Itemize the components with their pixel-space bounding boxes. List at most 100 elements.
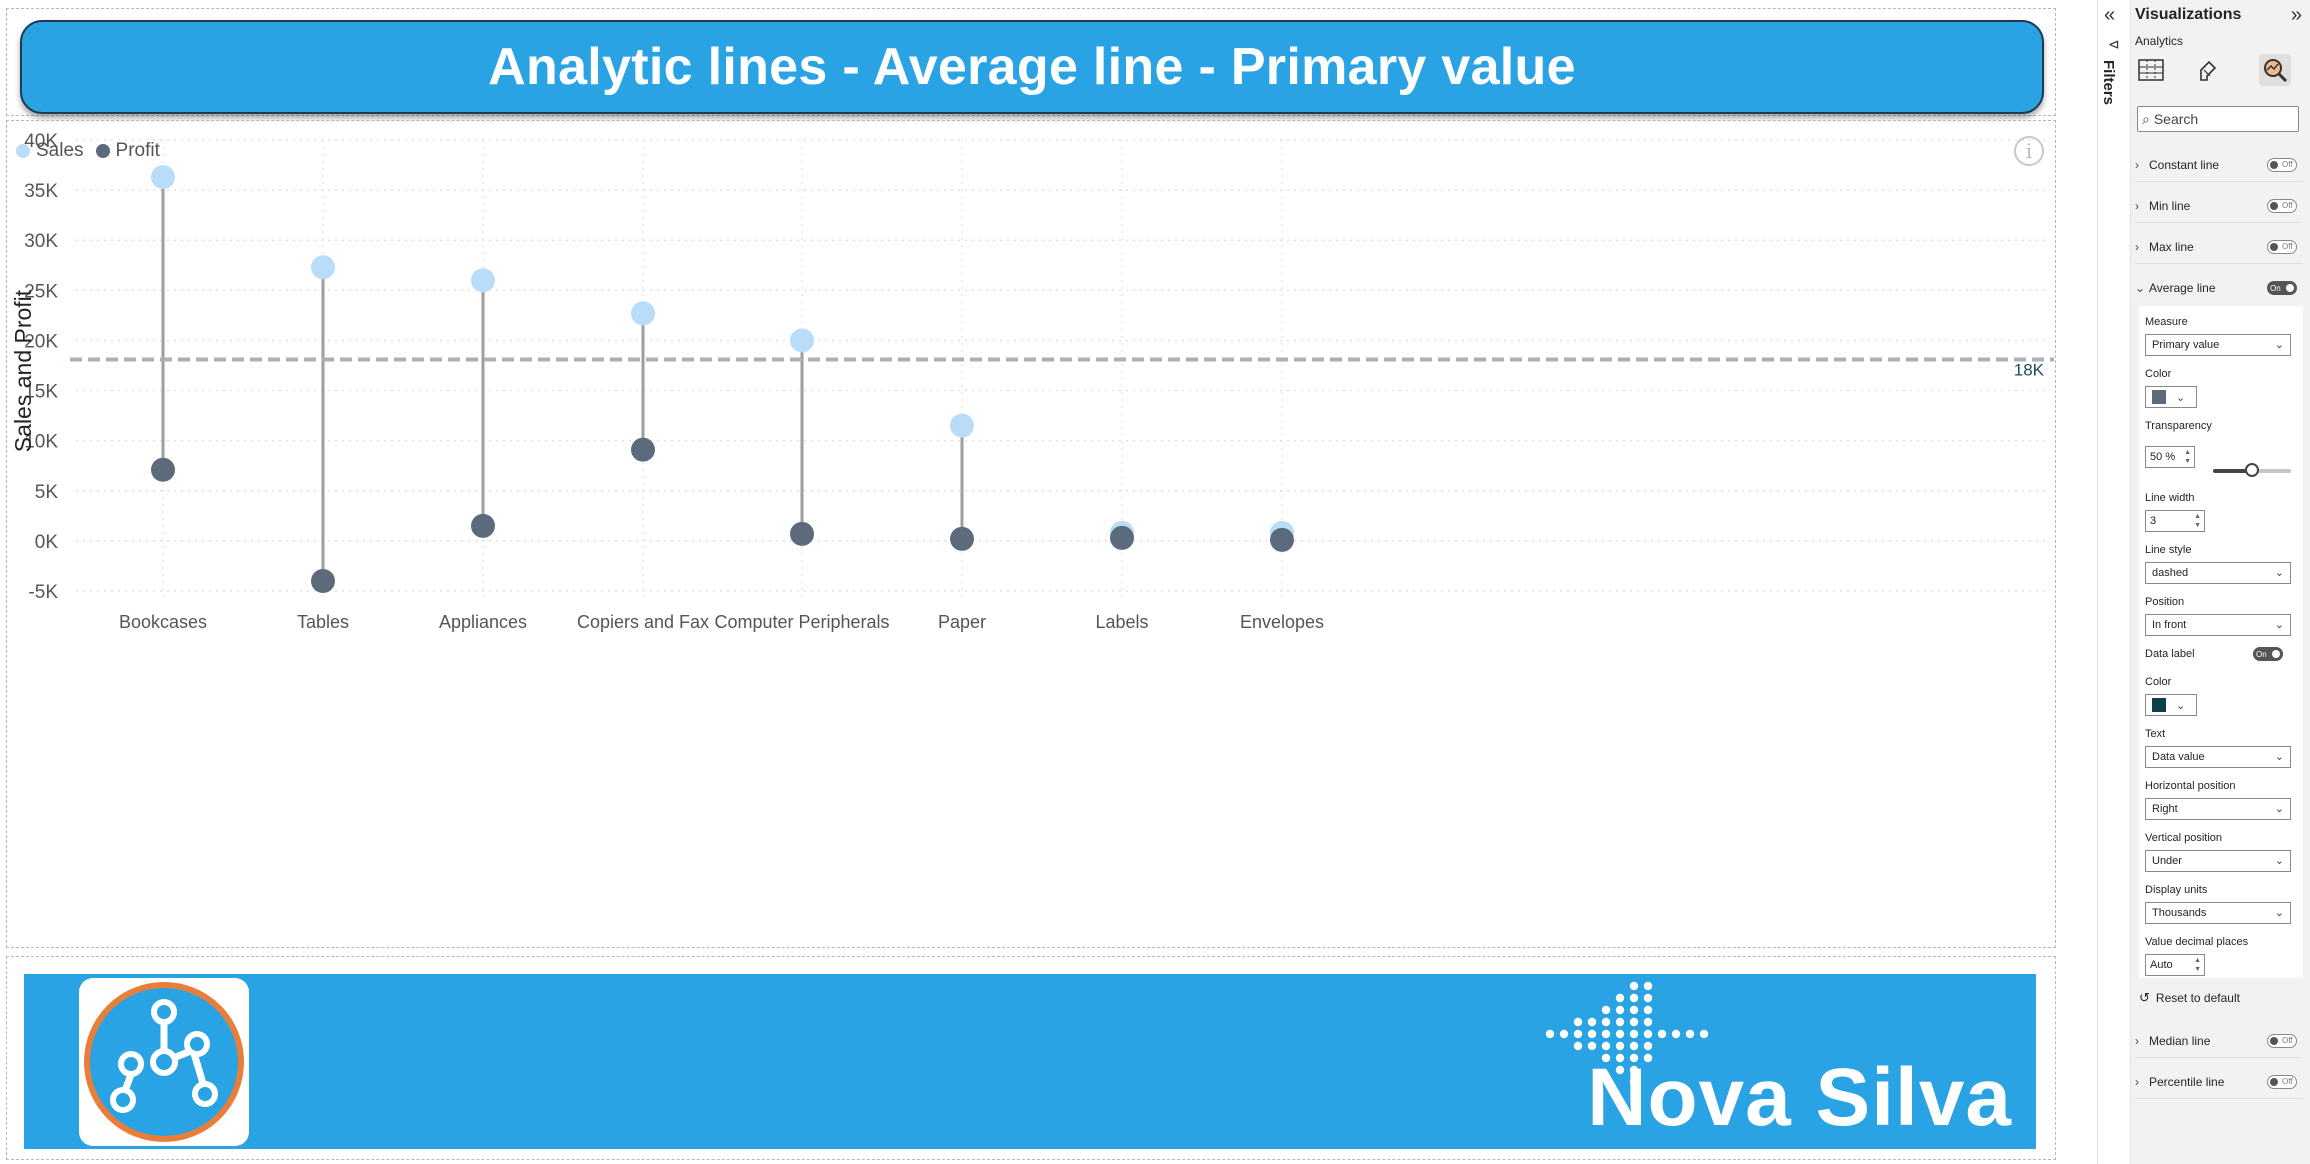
line-width-input[interactable]: 3 ▲ ▼ <box>2145 510 2205 532</box>
transparency-unit: % <box>2165 451 2176 463</box>
reset-icon: ↺ <box>2139 990 2150 1005</box>
average-line-label: 18K <box>2014 360 2045 379</box>
brand-dot <box>1643 1017 1653 1027</box>
label-color-swatch <box>2152 698 2166 712</box>
position-value: In front <box>2152 619 2187 631</box>
tab-analytics[interactable] <box>2259 54 2291 86</box>
search-input[interactable]: ⌕ Search <box>2137 106 2299 132</box>
slider-thumb[interactable] <box>2245 463 2259 477</box>
decimal-places-label: Value decimal places <box>2145 936 2249 948</box>
median-line-toggle[interactable]: Off <box>2267 1033 2297 1048</box>
title-banner: Analytic lines - Average line - Primary … <box>20 20 2044 114</box>
chevron-right-icon: › <box>2135 198 2139 213</box>
brand-dot <box>1629 1065 1639 1075</box>
brand-dot <box>1615 1041 1625 1051</box>
section-max-line[interactable]: › Max line Off <box>2135 230 2303 264</box>
section-average-line[interactable]: ⌄ Average line On <box>2135 271 2303 305</box>
filters-label[interactable]: Filters <box>2100 60 2117 106</box>
line-width-value: 3 <box>2150 515 2157 527</box>
paint-brush-icon <box>2200 60 2217 81</box>
vertical-position-dropdown[interactable]: Under ⌄ <box>2145 850 2291 872</box>
expand-right-icon[interactable]: » <box>2290 4 2302 26</box>
brand-dot <box>1559 1029 1569 1039</box>
brand-dot <box>1685 1029 1695 1039</box>
sales-point <box>151 165 175 190</box>
brand-dot <box>1671 1029 1681 1039</box>
brand-dot <box>1615 1005 1625 1015</box>
text-dropdown[interactable]: Data value ⌄ <box>2145 746 2291 768</box>
x-tick-label: Appliances <box>439 612 527 632</box>
sales-point <box>790 328 814 353</box>
spinner-arrows-icon[interactable]: ▲ ▼ <box>2194 957 2201 973</box>
brand-dot <box>1615 1053 1625 1063</box>
title-selection-frame <box>6 8 2056 116</box>
measure-value: Primary value <box>2152 339 2220 351</box>
label-color-picker[interactable]: ⌄ <box>2145 694 2197 716</box>
section-label: Median line <box>2149 1033 2211 1048</box>
section-percentile-line[interactable]: › Percentile line Off <box>2135 1065 2303 1099</box>
footer-banner: Nova Silva <box>24 974 2036 1149</box>
horizontal-position-dropdown[interactable]: Right ⌄ <box>2145 798 2291 820</box>
brand-dot <box>1573 1017 1583 1027</box>
brand-dot <box>1657 1029 1667 1039</box>
transparency-slider[interactable] <box>2213 463 2291 477</box>
y-tick-label: -5K <box>28 582 58 603</box>
brand-dot <box>1615 993 1625 1003</box>
brand-dot <box>1601 1029 1611 1039</box>
dumbbell-chart[interactable]: Sales Profit i 40K 35K 30K 25K 20K 15K 10K 5K 0K… <box>6 120 2056 948</box>
filters-pane-collapsed[interactable]: « ⊲ Filters <box>2097 0 2130 1164</box>
brand-dot <box>1643 1041 1653 1051</box>
info-icon[interactable]: i <box>2014 136 2044 166</box>
measure-dropdown[interactable]: Primary value ⌄ <box>2145 334 2291 356</box>
brand-dot <box>1643 1029 1653 1039</box>
chart-plot-area: 40K 35K 30K 25K 20K 15K 10K 5K 0K -5K Sales and Pr… <box>10 131 2054 632</box>
line-style-dropdown[interactable]: dashed ⌄ <box>2145 562 2291 584</box>
transparency-label: Transparency <box>2145 420 2212 432</box>
dots-logo-icon <box>1545 981 1709 1087</box>
spinner-arrows-icon[interactable]: ▲ ▼ <box>2184 449 2191 465</box>
sales-point <box>471 268 495 293</box>
line-color-picker[interactable]: ⌄ <box>2145 386 2197 408</box>
transparency-input[interactable]: 50 % ▲ ▼ <box>2145 446 2195 468</box>
max-line-toggle[interactable]: Off <box>2267 239 2297 254</box>
average-line-toggle[interactable]: On <box>2267 281 2297 295</box>
tab-format[interactable] <box>2191 54 2223 86</box>
brand-name: Nova Silva <box>1587 1052 2012 1143</box>
chevron-down-icon: ⌄ <box>2274 907 2284 919</box>
chevron-down-icon: ⌄ <box>2274 339 2284 351</box>
tab-build-visual[interactable] <box>2135 54 2167 86</box>
min-line-toggle[interactable]: Off <box>2267 198 2297 213</box>
data-label-toggle[interactable]: On <box>2253 647 2283 661</box>
report-canvas: Analytic lines - Average line - Primary … <box>6 8 2056 1160</box>
section-median-line[interactable]: › Median line Off <box>2135 1024 2303 1058</box>
text-value: Data value <box>2152 751 2205 763</box>
constant-line-toggle[interactable]: Off <box>2267 157 2297 172</box>
spinner-arrows-icon[interactable]: ▲ ▼ <box>2194 513 2201 529</box>
position-dropdown[interactable]: In front ⌄ <box>2145 614 2291 636</box>
page-title: Analytic lines - Average line - Primary … <box>488 38 1576 96</box>
y-tick-label: 40K <box>24 131 58 152</box>
horizontal-position-label: Horizontal position <box>2145 780 2236 792</box>
brand-dot <box>1601 1053 1611 1063</box>
section-constant-line[interactable]: › Constant line Off <box>2135 148 2303 182</box>
display-units-value: Thousands <box>2152 907 2207 919</box>
display-units-dropdown[interactable]: Thousands ⌄ <box>2145 902 2291 924</box>
decimal-places-input[interactable]: Auto ▲ ▼ <box>2145 954 2205 976</box>
legend-marker-profit <box>95 144 110 158</box>
legend-item-sales[interactable]: Sales <box>16 140 84 162</box>
brand-dot <box>1615 1029 1625 1039</box>
brand-dot <box>1629 1029 1639 1039</box>
legend-item-profit[interactable]: Profit <box>95 140 160 162</box>
vertical-position-value: Under <box>2152 855 2182 867</box>
chevron-right-icon: › <box>2135 1074 2139 1089</box>
section-min-line[interactable]: › Min line Off <box>2135 189 2303 223</box>
reset-to-default-link[interactable]: ↺ Reset to default <box>2139 990 2240 1006</box>
collapse-left-icon[interactable]: « <box>2104 4 2116 26</box>
logo <box>79 978 249 1146</box>
text-label: Text <box>2145 728 2166 740</box>
chevron-down-icon: ⌄ <box>2274 751 2284 763</box>
chevron-down-icon: ⌄ <box>2176 699 2186 712</box>
position-label: Position <box>2145 596 2185 608</box>
percentile-line-toggle[interactable]: Off <box>2267 1074 2297 1089</box>
x-tick-label: Computer Peripherals <box>714 612 889 632</box>
